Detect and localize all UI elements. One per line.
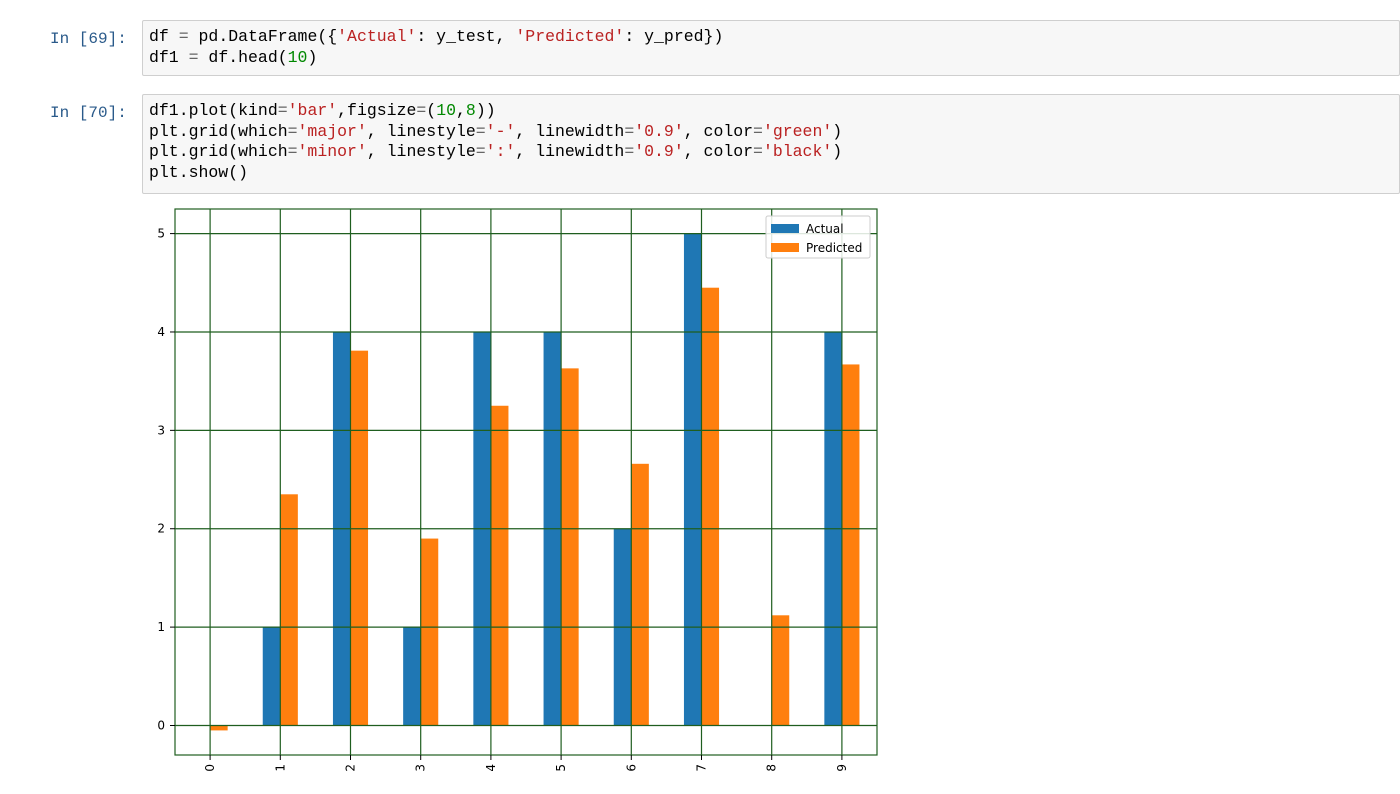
x-tick-label: 3	[414, 764, 428, 772]
bar-actual-3	[403, 627, 421, 725]
x-tick-label: 0	[203, 764, 217, 772]
code-token: df	[149, 27, 179, 46]
y-tick-label: 0	[157, 718, 165, 732]
x-tick-label: 9	[835, 764, 849, 772]
y-tick-label: 2	[157, 522, 165, 536]
code-line: df1 = df.head(10)	[149, 48, 1393, 69]
code-token: =	[179, 27, 189, 46]
code-token: =	[753, 122, 763, 141]
x-tick-label: 7	[695, 764, 709, 772]
bar-predicted-6	[631, 464, 649, 726]
code-token: 'black'	[763, 142, 832, 161]
code-token: 10	[288, 48, 308, 67]
code-token: : y_test,	[416, 27, 515, 46]
x-tick-label: 5	[554, 764, 568, 772]
code-token: 'Predicted'	[515, 27, 624, 46]
code-token: =	[416, 101, 426, 120]
code-token: ))	[476, 101, 496, 120]
code-line: df1.plot(kind='bar',figsize=(10,8))	[149, 101, 1393, 122]
bar-predicted-5	[561, 368, 579, 725]
code-token: plt.grid(which	[149, 142, 288, 161]
bar-actual-7	[684, 234, 702, 726]
code-token: , color	[684, 122, 753, 141]
y-tick-label: 4	[157, 325, 165, 339]
code-token: 8	[466, 101, 476, 120]
cell-output: 0 1 2 3 4 5 0 1 2 3 4 5 6 7 8 9 Actual Predicted	[140, 200, 900, 789]
x-tick-label: 2	[344, 764, 358, 772]
code-line: plt.grid(which='minor', linestyle=':', l…	[149, 142, 1393, 163]
code-token: =	[288, 122, 298, 141]
input-prompt: In [70]:	[50, 104, 127, 122]
code-cell-69[interactable]: In [69]: df = pd.DataFrame({'Actual': y_…	[0, 20, 1400, 80]
code-input[interactable]: df1.plot(kind='bar',figsize=(10,8)) plt.…	[142, 94, 1400, 194]
bar-predicted-2	[351, 351, 369, 726]
code-token: , linewidth	[515, 142, 624, 161]
code-token: 10	[436, 101, 456, 120]
code-token: '0.9'	[634, 142, 684, 161]
legend-label-actual: Actual	[806, 222, 844, 236]
code-token: =	[189, 48, 199, 67]
code-token: plt.grid(which	[149, 122, 288, 141]
code-token: ,figsize	[337, 101, 416, 120]
code-token: 'minor'	[298, 142, 367, 161]
code-token: )	[832, 122, 842, 141]
code-token: : y_pred})	[624, 27, 723, 46]
x-tick-label: 4	[484, 764, 498, 772]
code-token: =	[624, 122, 634, 141]
bar-predicted-9	[842, 364, 860, 725]
code-token: '-'	[486, 122, 516, 141]
code-cell-70[interactable]: In [70]: df1.plot(kind='bar',figsize=(10…	[0, 94, 1400, 202]
bar-actual-1	[263, 627, 281, 725]
code-token: df.head(	[199, 48, 288, 67]
code-token: , color	[684, 142, 753, 161]
code-token: '0.9'	[634, 122, 684, 141]
code-line: df = pd.DataFrame({'Actual': y_test, 'Pr…	[149, 27, 1393, 48]
code-token: 'bar'	[288, 101, 338, 120]
legend-label-predicted: Predicted	[806, 241, 862, 255]
code-token: =	[476, 142, 486, 161]
code-token: df1.plot(kind	[149, 101, 278, 120]
code-token: )	[832, 142, 842, 161]
bar-predicted-7	[702, 288, 720, 726]
input-prompt: In [69]:	[50, 30, 127, 48]
code-token: df1	[149, 48, 189, 67]
code-token: plt.show()	[149, 163, 248, 182]
y-tick-label: 5	[157, 227, 165, 241]
legend-swatch-actual	[771, 224, 799, 233]
x-tick-label: 1	[273, 764, 287, 772]
bar-predicted-8	[772, 615, 790, 725]
code-token: =	[624, 142, 634, 161]
code-token: , linestyle	[367, 142, 476, 161]
code-token: =	[288, 142, 298, 161]
bar-predicted-4	[491, 406, 509, 726]
code-token: , linestyle	[367, 122, 476, 141]
code-token: (	[426, 101, 436, 120]
bar-chart: 0 1 2 3 4 5 0 1 2 3 4 5 6 7 8 9 Actual Predicted	[140, 200, 900, 789]
bar-predicted-0	[210, 725, 228, 730]
code-token: ,	[456, 101, 466, 120]
code-token: pd.DataFrame({	[189, 27, 338, 46]
y-tick-label: 1	[157, 620, 165, 634]
code-token: ':'	[486, 142, 516, 161]
bar-predicted-3	[421, 539, 439, 726]
code-line: plt.show()	[149, 163, 1393, 184]
code-token: , linewidth	[515, 122, 624, 141]
x-tick-label: 8	[765, 764, 779, 772]
code-token: )	[307, 48, 317, 67]
code-token: 'Actual'	[337, 27, 416, 46]
code-token: 'green'	[763, 122, 832, 141]
legend-swatch-predicted	[771, 243, 799, 252]
code-line: plt.grid(which='major', linestyle='-', l…	[149, 122, 1393, 143]
code-input[interactable]: df = pd.DataFrame({'Actual': y_test, 'Pr…	[142, 20, 1400, 76]
y-tick-label: 3	[157, 423, 165, 437]
code-token: 'major'	[298, 122, 367, 141]
code-token: =	[476, 122, 486, 141]
code-token: =	[753, 142, 763, 161]
code-token: =	[278, 101, 288, 120]
x-tick-label: 6	[624, 764, 638, 772]
